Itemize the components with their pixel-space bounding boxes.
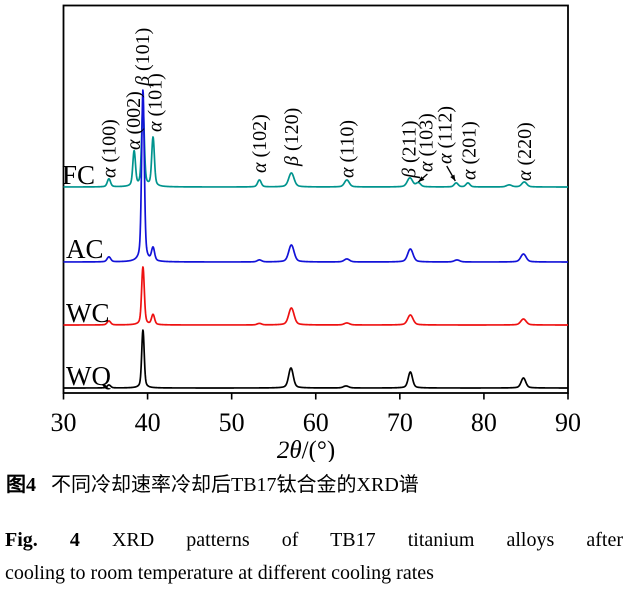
- peak-label: β (120): [281, 108, 303, 167]
- x-tick-label: 60: [303, 408, 329, 437]
- peak-label: α (112): [435, 106, 457, 164]
- x-tick-label: 40: [135, 408, 161, 437]
- x-tick-label: 80: [471, 408, 497, 437]
- caption-english: Fig. 4 XRD patterns of TB17 titanium all…: [5, 524, 623, 590]
- series-label-AC: AC: [66, 234, 104, 264]
- curve-WC: [62, 266, 569, 326]
- peak-label: α (201): [458, 121, 480, 180]
- x-tick-label: 30: [51, 408, 77, 437]
- curve-AC: [62, 89, 569, 263]
- peak-label: α (100): [98, 119, 120, 178]
- caption-en-line1-text: XRD patterns of TB17 titanium alloys aft…: [111, 529, 623, 551]
- svg-text:α (103): α (103): [415, 113, 437, 172]
- x-axis-label: 2θ/(°): [277, 437, 335, 462]
- xrd-chart: 30 40 50 60 70 80 90 2θ/(°) FC WQ WC AC α (100) α (00…: [51, 4, 581, 462]
- x-tick-label: 70: [387, 408, 413, 437]
- peak-label: α (220): [514, 122, 536, 181]
- peak-label: β (211): [399, 120, 421, 179]
- curve-FC: [62, 105, 569, 188]
- series-label-WC: WC: [66, 298, 110, 328]
- peak-arrowhead: [418, 176, 425, 182]
- curve-WQ: [62, 329, 569, 389]
- caption-en-line2: cooling to room temperature at different…: [5, 562, 434, 584]
- caption-en-line1: Fig. 4 XRD patterns of TB17 titanium all…: [5, 524, 623, 557]
- caption-chinese: 图4 不同冷却速率冷却后TB17钛合金的XRD谱: [6, 468, 624, 497]
- svg-text:β (101): β (101): [132, 28, 154, 87]
- caption-cn-text: 不同冷却速率冷却后TB17钛合金的XRD谱: [51, 474, 419, 496]
- peak-label: α (002): [123, 91, 145, 150]
- caption-cn-label: 图4: [6, 474, 36, 496]
- svg-text:α (100): α (100): [98, 119, 120, 178]
- svg-text:α (101): α (101): [145, 73, 167, 132]
- series-label-FC: FC: [62, 160, 95, 190]
- svg-text:α (002): α (002): [123, 91, 145, 150]
- series-label-WQ: WQ: [66, 361, 111, 391]
- peak-label: β (101): [132, 28, 154, 87]
- peak-label: α (110): [336, 120, 358, 178]
- svg-text:α (220): α (220): [514, 122, 536, 181]
- peak-label: α (101): [145, 73, 167, 132]
- svg-text:α (201): α (201): [458, 121, 480, 180]
- peak-label: α (103): [415, 113, 437, 172]
- caption-en-label: Fig. 4: [5, 529, 80, 551]
- svg-text:α (112): α (112): [435, 106, 457, 164]
- x-tick-label: 90: [555, 408, 581, 437]
- x-tick-label: 50: [219, 408, 245, 437]
- peak-arrowhead: [450, 174, 456, 181]
- svg-text:α (110): α (110): [336, 120, 358, 178]
- svg-text:α (102): α (102): [249, 114, 271, 173]
- svg-text:β (211): β (211): [399, 120, 421, 179]
- peak-label: α (102): [249, 114, 271, 173]
- svg-text:β (120): β (120): [281, 108, 303, 167]
